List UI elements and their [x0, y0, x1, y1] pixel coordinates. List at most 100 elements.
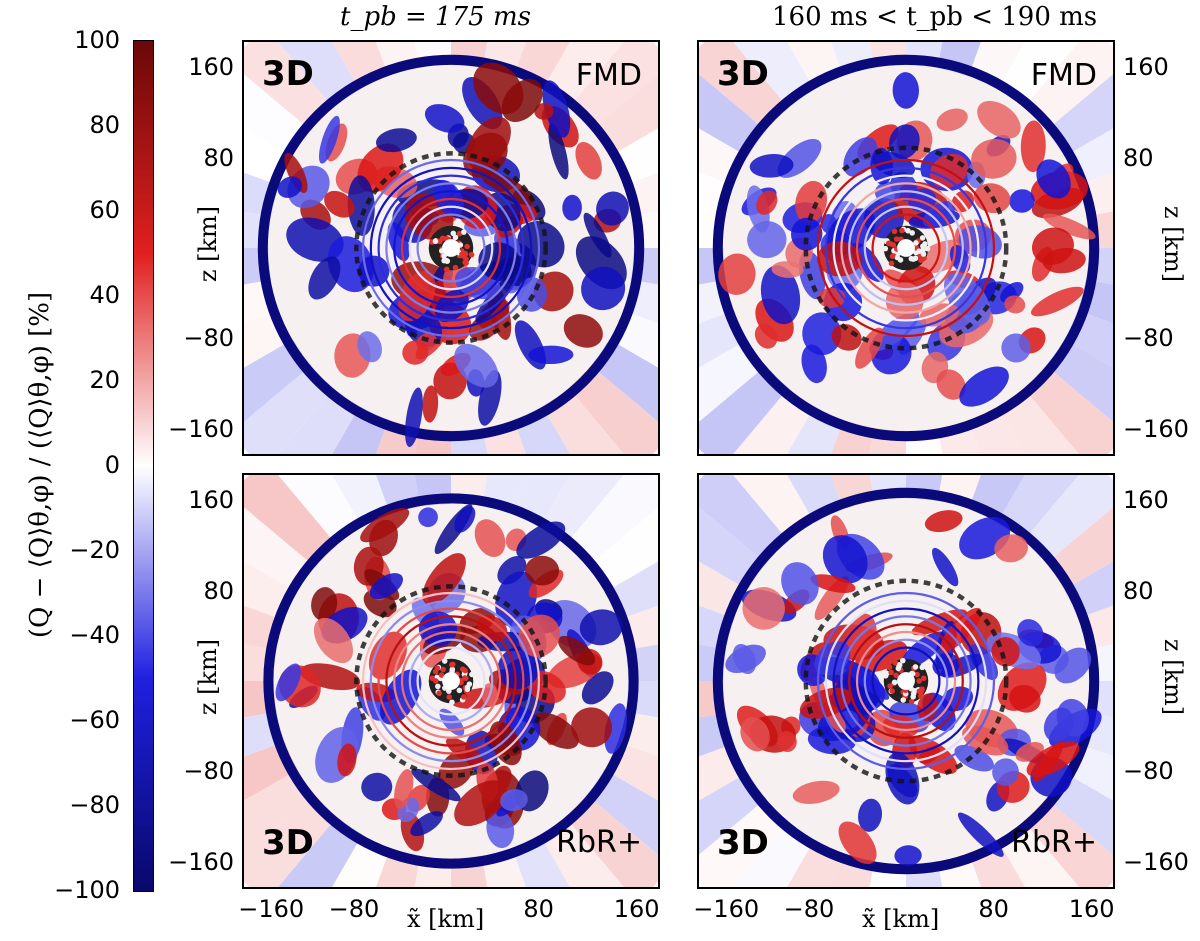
- fluctuation-patch: [424, 104, 465, 133]
- y-tick-label: 80: [203, 143, 234, 172]
- fluctuation-patch: [532, 712, 579, 749]
- core-ring: [848, 190, 964, 306]
- y-tick-label: −80: [1123, 324, 1174, 353]
- core-speck: [914, 671, 920, 678]
- y-tick-label: 160: [188, 53, 234, 82]
- core-ring: [871, 646, 941, 716]
- scheme-label: RbR+: [556, 825, 642, 860]
- core-ring: [816, 158, 996, 338]
- fluctuation-patch: [870, 311, 920, 352]
- scheme-label: RbR+: [1011, 825, 1097, 860]
- y-tick-label: −80: [183, 324, 234, 353]
- core-ring: [840, 615, 972, 747]
- panel-bottom-right: [697, 473, 1115, 889]
- fluctuation-patch: [971, 138, 1017, 179]
- fluctuation-patch: [885, 752, 920, 805]
- fluctuation-patch: [1042, 213, 1096, 240]
- panel-top-left: [242, 40, 660, 456]
- core-ring: [848, 623, 964, 739]
- fluctuation-patch: [360, 508, 410, 543]
- fluctuation-patch: [581, 266, 626, 311]
- fluctuation-patch: [1026, 741, 1080, 777]
- fluctuation-patch: [562, 194, 582, 221]
- fluctuation-patch: [462, 77, 503, 130]
- x-tick-label: −160: [238, 895, 305, 923]
- core-speck: [919, 235, 926, 241]
- fluctuation-patch: [777, 731, 797, 752]
- fluctuation-patch: [954, 744, 994, 772]
- fluctuation-patch: [422, 553, 466, 605]
- core-speck: [889, 688, 896, 694]
- core-speck: [459, 251, 465, 258]
- core-speck: [920, 675, 927, 682]
- core-speck: [464, 243, 470, 250]
- core-speck: [452, 234, 459, 241]
- core-speck: [893, 672, 899, 679]
- fluctuation-patch: [781, 562, 819, 605]
- fluctuation-patch: [454, 506, 476, 533]
- fluctuation-patch: [313, 617, 354, 664]
- fluctuation-patch: [583, 212, 612, 258]
- core-speck: [924, 245, 931, 252]
- xlabel-left: x̃ [km]: [407, 905, 485, 933]
- fluctuation-patch: [858, 798, 883, 832]
- fluctuation-patch: [422, 385, 439, 423]
- core-speck: [461, 229, 467, 235]
- core-speck: [461, 694, 467, 700]
- core-speck: [911, 688, 918, 694]
- colorbar-tick-label: 0: [104, 451, 120, 479]
- fluctuation-patch: [932, 547, 959, 587]
- fluctuation-patch: [1031, 286, 1084, 317]
- fluctuation-patch: [548, 123, 569, 180]
- fluctuation-patch: [486, 810, 515, 848]
- core-speck: [899, 227, 905, 234]
- core-speck: [440, 666, 446, 673]
- colorbar-tick-label: 80: [89, 111, 120, 139]
- core-speck: [891, 228, 898, 235]
- ylabel-top-left: z [km]: [194, 205, 223, 283]
- core-speck: [433, 678, 439, 684]
- fluctuation-patch: [760, 265, 801, 325]
- fluctuation-patch: [940, 607, 982, 652]
- core-speck: [885, 240, 892, 247]
- fluctuation-patch: [792, 780, 840, 804]
- core-speck: [469, 671, 475, 678]
- center-hole: [897, 672, 915, 690]
- y-tick-label: 80: [1123, 576, 1154, 605]
- fluctuation-patch: [361, 772, 393, 802]
- core-speck: [889, 253, 896, 259]
- fluctuation-patch: [838, 821, 877, 865]
- fluctuation-patch: [810, 574, 856, 593]
- fluctuation-patch: [959, 366, 1009, 407]
- column-title-right: 160 ms < t_pb < 190 ms: [772, 2, 1098, 32]
- core-speck: [462, 675, 468, 681]
- fluctuation-patch: [528, 345, 574, 365]
- core-speck: [909, 230, 915, 236]
- core-ring: [863, 638, 949, 724]
- core-speck: [459, 666, 466, 672]
- center-hole: [897, 239, 915, 257]
- fluctuation-patch: [418, 507, 438, 528]
- fluctuation-patch: [957, 812, 1004, 857]
- shock-ring: [712, 487, 1100, 875]
- core-speck: [892, 660, 899, 666]
- core-speck: [449, 699, 455, 706]
- core-speck: [468, 251, 475, 258]
- fluctuation-patch: [534, 102, 554, 120]
- core-speck: [920, 247, 926, 254]
- colorbar-tick-label: −20: [69, 536, 120, 564]
- fluctuation-patch: [799, 687, 852, 719]
- y-tick-label: 80: [203, 576, 234, 605]
- core-speck: [918, 257, 924, 264]
- core-speck: [432, 238, 439, 245]
- fluctuation-patch: [357, 331, 382, 363]
- core-speck: [456, 687, 463, 694]
- fluctuation-patch: [892, 72, 919, 109]
- core-ring: [871, 213, 941, 283]
- fluctuation-patch: [1042, 247, 1086, 274]
- fluctuation-patch: [1036, 159, 1071, 199]
- core-ring: [832, 607, 980, 755]
- core-speck: [437, 238, 443, 245]
- fluctuation-patch: [922, 200, 956, 228]
- core-speck: [886, 664, 893, 671]
